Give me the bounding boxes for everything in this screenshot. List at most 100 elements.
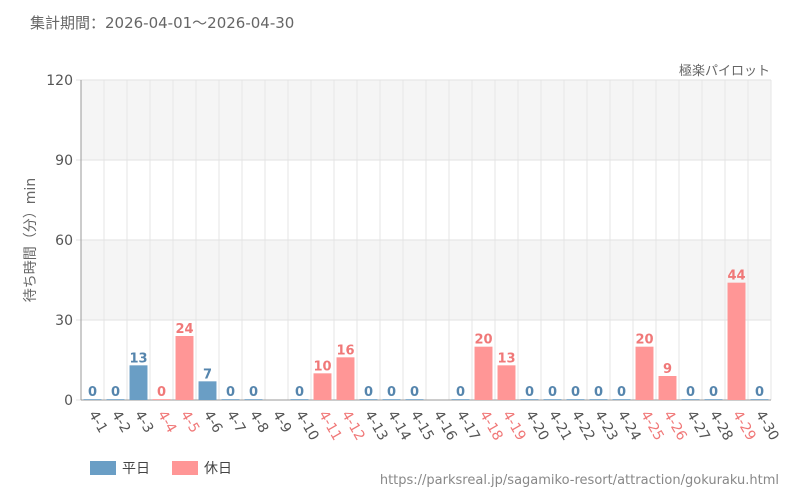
bar-4-7 [221,399,240,400]
data-label-4-22: 0 [571,385,580,400]
x-tick-4-21: 4-21 [545,408,575,444]
bar-4-13 [359,399,378,400]
legend-label-weekday: 平日 [122,461,150,477]
x-tick-4-9: 4-9 [269,408,294,436]
bar-4-30 [750,399,769,400]
x-tick-4-18: 4-18 [476,408,506,444]
data-label-4-29: 44 [727,269,745,284]
bar-4-4 [152,399,171,400]
bar-4-18 [474,346,493,400]
bar-4-14 [382,399,401,400]
data-label-4-18: 20 [474,333,492,348]
bar-4-3 [129,365,148,400]
bar-4-23 [589,399,608,400]
data-label-4-23: 0 [594,385,603,400]
x-tick-4-1: 4-1 [85,408,110,436]
x-tick-4-7: 4-7 [223,408,248,436]
data-label-4-13: 0 [364,385,373,400]
bar-4-22 [566,399,585,400]
data-label-4-30: 0 [755,385,764,400]
data-label-4-25: 20 [635,333,653,348]
x-tick-4-25: 4-25 [637,408,667,444]
bar-4-28 [704,399,723,400]
bar-4-2 [106,399,125,400]
x-tick-4-2: 4-2 [108,408,133,436]
x-tick-4-20: 4-20 [522,408,552,444]
x-tick-4-15: 4-15 [407,408,437,444]
legend-item-weekday: 平日 [90,458,150,478]
bar-4-20 [520,399,539,400]
y-tick-labels: 0 30 60 90 120 [46,73,73,409]
x-tick-4-24: 4-24 [614,408,644,444]
data-label-4-6: 7 [203,367,212,382]
legend: 平日 休日 [90,458,254,478]
bar-4-12 [336,357,355,400]
x-tick-4-28: 4-28 [706,408,736,444]
bar-4-6 [198,381,217,400]
data-label-4-10: 0 [295,385,304,400]
data-label-4-28: 0 [709,385,718,400]
x-tick-4-23: 4-23 [591,408,621,444]
y-tick-label: 90 [55,153,73,169]
x-tick-4-27: 4-27 [683,408,713,444]
x-tick-4-11: 4-11 [315,408,345,444]
x-tick-4-3: 4-3 [131,408,156,436]
attraction-name: 極楽パイロット [678,64,770,79]
bar-4-11 [313,373,332,400]
bar-4-29 [727,282,746,400]
data-label-4-24: 0 [617,385,626,400]
data-label-4-15: 0 [410,385,419,400]
bar-4-26 [658,376,677,400]
bar-4-27 [681,399,700,400]
x-tick-4-30: 4-30 [752,408,782,444]
x-tick-4-4: 4-4 [154,408,179,436]
x-tick-4-10: 4-10 [292,408,322,444]
x-tick-4-5: 4-5 [177,408,202,436]
data-label-4-12: 16 [336,343,354,358]
source-url: https://parksreal.jp/sagamiko-resort/att… [379,473,779,488]
data-label-4-3: 13 [129,351,147,366]
legend-swatch-holiday [172,461,198,475]
data-label-4-21: 0 [548,385,557,400]
bar-4-25 [635,346,654,400]
data-label-4-7: 0 [226,385,235,400]
data-label-4-27: 0 [686,385,695,400]
bar-4-1 [83,399,102,400]
bar-4-24 [612,399,631,400]
data-label-4-2: 0 [111,385,120,400]
bar-4-15 [405,399,424,400]
x-tick-4-22: 4-22 [568,408,598,444]
x-tick-4-13: 4-13 [361,408,391,444]
y-tick-label: 60 [55,233,73,249]
y-tick-label: 30 [55,313,73,329]
bar-4-5 [175,336,194,400]
x-tick-4-6: 4-6 [200,408,225,436]
x-tick-4-19: 4-19 [499,408,529,444]
data-label-4-17: 0 [456,385,465,400]
data-label-4-8: 0 [249,385,258,400]
data-label-4-11: 10 [313,359,331,374]
data-label-4-1: 0 [88,385,97,400]
y-tick-label: 120 [46,73,73,89]
data-label-4-5: 24 [175,322,193,337]
data-label-4-19: 13 [497,351,515,366]
x-tick-4-17: 4-17 [453,408,483,444]
data-label-4-4: 0 [157,385,166,400]
bar-4-8 [244,399,263,400]
x-tick-4-29: 4-29 [729,408,759,444]
x-tick-4-8: 4-8 [246,408,271,436]
data-label-4-26: 9 [663,362,672,377]
x-tick-4-16: 4-16 [430,408,460,444]
legend-label-holiday: 休日 [204,461,232,477]
legend-swatch-weekday [90,461,116,475]
bars [83,282,769,400]
period-label: 集計期間：2026-04-01～2026-04-30 [30,14,295,32]
data-label-4-20: 0 [525,385,534,400]
x-tick-labels: 4-14-24-34-44-54-64-74-84-94-104-114-124… [85,408,782,444]
bar-4-17 [451,399,470,400]
y-tick-label: 0 [64,393,73,409]
axes [80,80,771,401]
